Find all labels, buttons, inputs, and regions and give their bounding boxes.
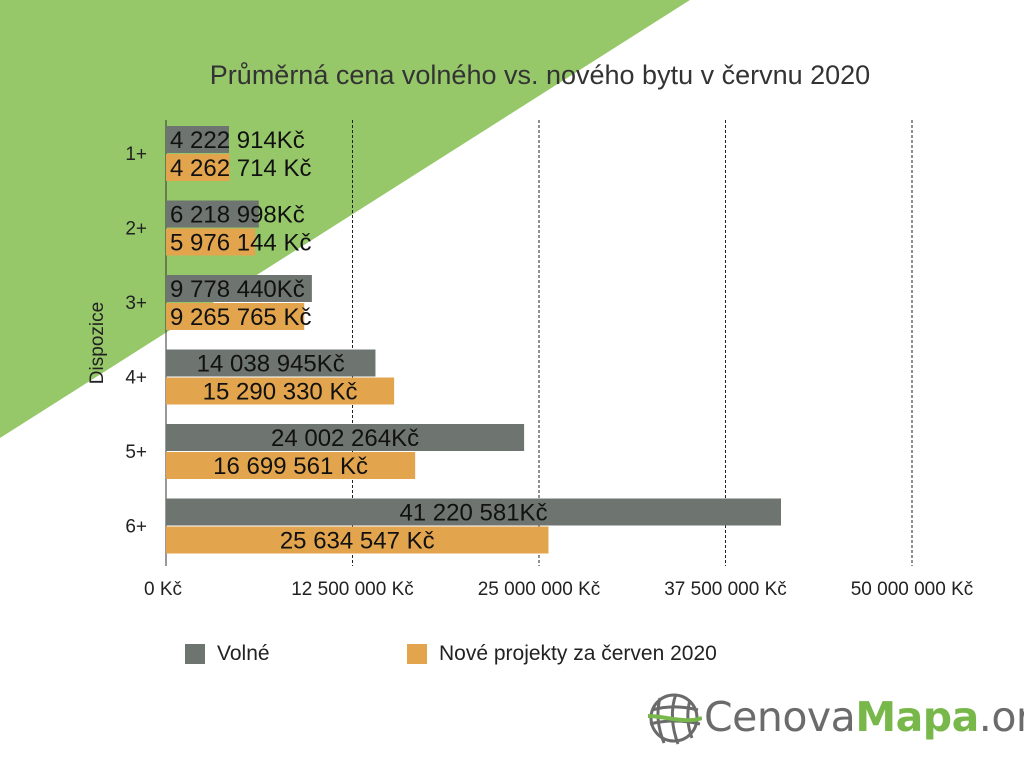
x-tick-label-2: 25 000 000 Kč	[478, 579, 601, 600]
data-label-nove-1: 4 262 714 Kč	[170, 155, 311, 182]
data-label-volne-3: 9 778 440Kč	[170, 276, 305, 303]
bar-nove-1	[166, 154, 230, 181]
bar-nove-2	[166, 228, 256, 256]
category-label-5: 5+	[125, 442, 147, 463]
logo-text-cenova: Cenova	[704, 693, 856, 741]
bar-volne-6	[166, 498, 782, 526]
legend-item-volne: Volné	[185, 642, 270, 666]
data-label-nove-5: 16 699 561 Kč	[213, 453, 368, 480]
bar-volne-1	[166, 126, 230, 153]
bar-volne-2	[166, 200, 259, 228]
data-label-volne-1: 4 222 914Kč	[170, 127, 305, 154]
category-label-3: 3+	[125, 293, 147, 314]
category-label-6: 6+	[125, 517, 147, 538]
x-tick-label-1: 12 500 000 Kč	[291, 579, 414, 600]
category-label-1: 1+	[125, 144, 147, 165]
legend-label-volne: Volné	[217, 642, 270, 665]
legend-swatch-nove	[407, 644, 427, 664]
x-tick-label-3: 37 500 000 Kč	[664, 579, 787, 600]
data-label-volne-5: 24 002 264Kč	[271, 425, 419, 452]
data-label-nove-4: 15 290 330 Kč	[203, 379, 358, 406]
chart-title: Průměrná cena volného vs. nového bytu v …	[209, 60, 871, 90]
x-tick-label-0: 0 Kč	[144, 579, 182, 600]
logo-text: CenovaMapa.org	[704, 692, 1024, 742]
legend-label-nove: Nové projekty za červen 2020	[439, 642, 717, 665]
legend-swatch-volne	[185, 644, 205, 664]
data-label-nove-2: 5 976 144 Kč	[170, 230, 311, 257]
bar-nove-5	[166, 452, 416, 479]
data-label-volne-6: 41 220 581Kč	[399, 500, 547, 527]
category-label-4: 4+	[125, 368, 147, 389]
data-label-volne-4: 14 038 945Kč	[197, 351, 345, 378]
cenovamapa-logo: CenovaMapa.org	[644, 686, 1024, 750]
x-tick-label-4: 50 000 000 Kč	[851, 579, 974, 600]
category-label-2: 2+	[125, 219, 147, 240]
logo-text-mapa: Mapa	[855, 693, 979, 741]
bar-volne-4	[166, 349, 376, 377]
legend-item-nove: Nové projekty za červen 2020	[407, 642, 717, 666]
bar-nove-3	[166, 303, 305, 330]
bar-volne-5	[166, 424, 525, 451]
globe-icon	[647, 693, 702, 745]
data-label-nove-6: 25 634 547 Kč	[280, 528, 435, 555]
bar-nove-6	[166, 526, 549, 554]
logo-text-org: .org	[978, 693, 1024, 741]
bar-nove-4	[166, 377, 395, 405]
y-axis-title: Dispozice	[87, 302, 108, 384]
data-label-nove-3: 9 265 765 Kč	[170, 304, 311, 331]
bar-volne-3	[166, 275, 312, 302]
data-label-volne-2: 6 218 998Kč	[170, 202, 305, 229]
